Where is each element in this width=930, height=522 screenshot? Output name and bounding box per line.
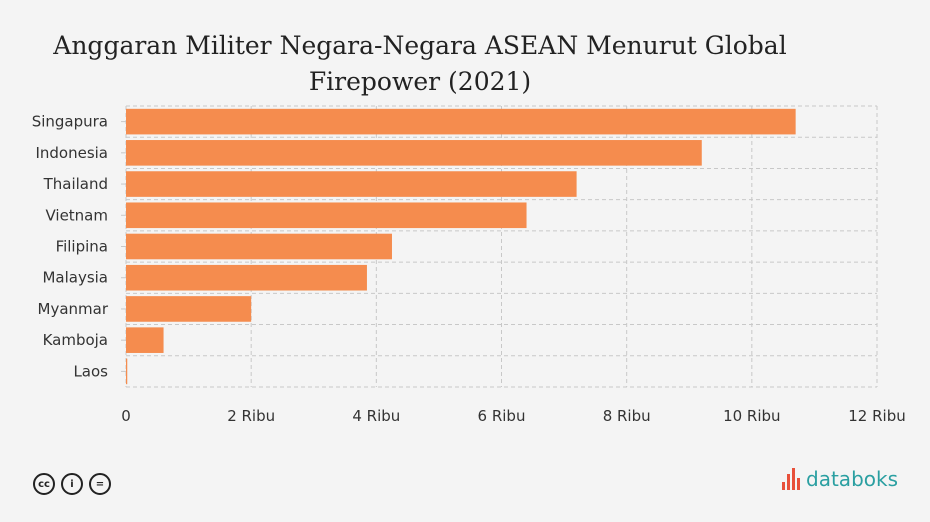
grid-lines (125, 105, 878, 388)
brand-logo: databoks (782, 467, 898, 491)
category-label: Filipina (56, 238, 108, 256)
x-tick-labels: 0 2 Ribu 4 Ribu 6 Ribu 8 Ribu 10 Ribu 12 Ribu (121, 407, 906, 425)
category-label: Vietnam (45, 206, 108, 224)
license-icons: cc i = (33, 473, 111, 495)
bar (126, 202, 527, 229)
category-label: Singapura (32, 113, 108, 131)
bars (126, 108, 796, 385)
category-label: Indonesia (35, 144, 108, 162)
nd-icon: = (89, 473, 111, 495)
category-labels: Singapura Indonesia Thailand Vietnam Filipin… (32, 113, 126, 380)
x-tick-label: 2 Ribu (227, 407, 275, 425)
cc-icon: cc (33, 473, 55, 495)
databoks-logo-icon (782, 468, 801, 490)
bar (126, 327, 164, 353)
bar (126, 264, 367, 291)
bar (126, 358, 128, 385)
x-tick-label: 0 (121, 407, 131, 425)
x-tick-label: 6 Ribu (478, 407, 526, 425)
category-label: Thailand (43, 175, 108, 193)
bar (126, 233, 392, 260)
category-label: Malaysia (42, 269, 108, 287)
bar (126, 296, 252, 322)
bar (126, 140, 702, 166)
category-label: Laos (73, 362, 108, 380)
category-label: Kamboja (43, 331, 108, 349)
x-tick-label: 4 Ribu (352, 407, 400, 425)
brand-name: databoks (806, 467, 898, 491)
x-tick-label: 8 Ribu (603, 407, 651, 425)
x-tick-label: 10 Ribu (723, 407, 780, 425)
x-tick-label: 12 Ribu (848, 407, 905, 425)
chart-title: Anggaran Militer Negara-Negara ASEAN Men… (53, 31, 787, 96)
bar (126, 171, 577, 197)
category-label: Myanmar (38, 300, 109, 318)
bar (126, 108, 796, 135)
by-icon: i (61, 473, 83, 495)
